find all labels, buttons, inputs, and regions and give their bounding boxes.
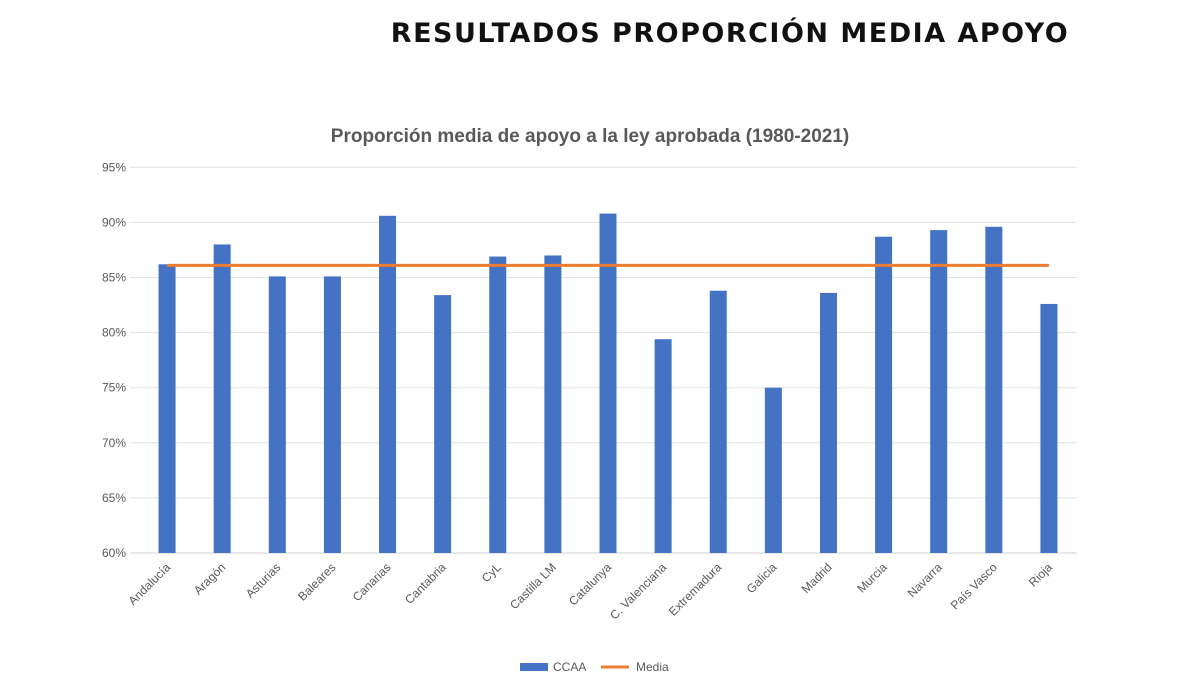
bar-cantabria (434, 295, 452, 553)
y-tick-label: 95% (102, 160, 126, 174)
bar-murcia (875, 236, 893, 553)
y-tick-label: 65% (102, 491, 126, 505)
y-tick-label: 85% (102, 271, 126, 285)
bar-cyl (489, 256, 507, 553)
bar-andaluc-a (158, 264, 176, 553)
y-tick-label: 80% (102, 326, 126, 340)
x-tick-label: Andalucía (126, 560, 174, 608)
y-tick-label: 60% (102, 546, 126, 560)
legend-ccaa-swatch (520, 663, 548, 671)
x-tick-label: Murcia (854, 560, 890, 596)
bar-asturias (268, 276, 286, 553)
bar-castilla-lm (544, 255, 562, 553)
x-tick-label: Canarias (350, 560, 394, 604)
x-tick-label: Asturias (243, 560, 284, 601)
y-tick-label: 70% (102, 436, 126, 450)
x-tick-label: Galicia (744, 560, 780, 596)
page-title: RESULTADOS PROPORCIÓN MEDIA APOYO (390, 18, 1070, 49)
x-tick-label: Aragón (191, 560, 228, 597)
x-tick-label: Baleares (295, 560, 338, 603)
chart-title: Proporción media de apoyo a la ley aprob… (331, 126, 849, 147)
x-tick-label: Catalunya (566, 560, 614, 608)
x-tick-label: Navarra (905, 560, 945, 600)
bar-navarra (930, 230, 948, 553)
y-tick-label: 90% (102, 215, 126, 229)
x-tick-label: País Vasco (948, 560, 1000, 612)
bar-arag-n (213, 244, 231, 553)
x-tick-label: Rioja (1026, 560, 1055, 589)
legend-ccaa-label: CCAA (553, 660, 586, 674)
bar-galicia (764, 387, 782, 553)
bar-catalunya (599, 213, 617, 554)
bar-pa-s-vasco (985, 226, 1003, 554)
x-tick-label: C. Valenciana (607, 560, 669, 622)
legend-media-label: Media (636, 660, 669, 674)
x-tick-label: CyL (479, 560, 504, 585)
bar-c-valenciana (654, 339, 672, 553)
x-tick-label: Extremadura (666, 560, 725, 619)
bar-madrid (819, 292, 837, 553)
y-tick-label: 75% (102, 381, 126, 395)
bar-baleares (323, 276, 341, 553)
bar-rioja (1040, 303, 1058, 553)
x-tick-label: Cantabria (402, 560, 449, 607)
x-tick-label: Madrid (799, 560, 835, 596)
bar-canarias (379, 215, 397, 553)
x-tick-label: Castilla LM (507, 560, 559, 612)
bar-extremadura (709, 290, 727, 553)
